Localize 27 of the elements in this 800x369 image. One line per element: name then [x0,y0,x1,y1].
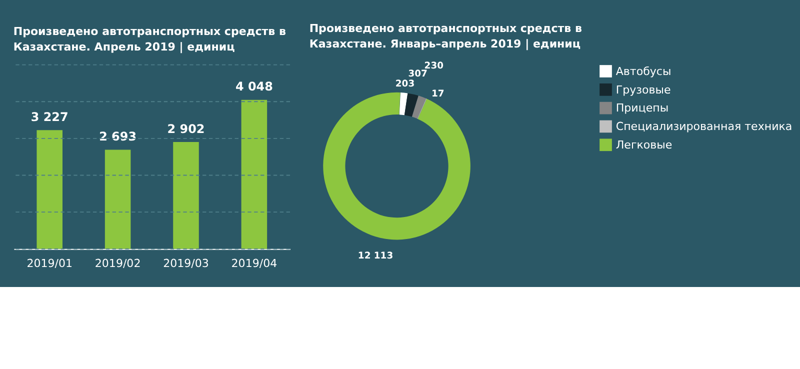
legend-label: Грузовые [616,83,671,96]
donut-slice [399,92,408,116]
bar [104,150,131,249]
chart-title: Произведено автотранспортных средств в Казахстане. Январь–апрель 2019 | единиц [309,22,582,51]
data-label: 3 227 [30,110,68,124]
data-label: 4 048 [235,80,273,94]
bar [241,100,268,249]
legend-label: Специализированная техника [616,120,792,134]
data-label: 203 [395,78,415,90]
donut-slice [412,96,426,119]
bar [36,130,62,249]
donut-slice [404,93,418,117]
data-label: 12 113 [358,250,394,262]
data-label: 17 [432,88,444,100]
chart-title: Произведено автотранспортных средств в Казахстане. Апрель 2019 | единиц [13,24,286,54]
data-label: 2 693 [99,130,137,144]
x-tick-label: 2019/03 [163,256,209,270]
legend-label: Автобусы [616,64,672,78]
x-tick-label: 2019/01 [26,256,73,270]
x-tick-label: 2019/04 [231,256,278,270]
x-tick-label: 2019/02 [94,256,141,270]
bar [173,142,199,249]
data-label: 307 [408,68,428,80]
donut-slice [417,98,427,119]
data-label: 2 902 [167,122,205,136]
legend-label: Прицепы [616,102,669,115]
legend-label: Легковые [616,138,672,152]
